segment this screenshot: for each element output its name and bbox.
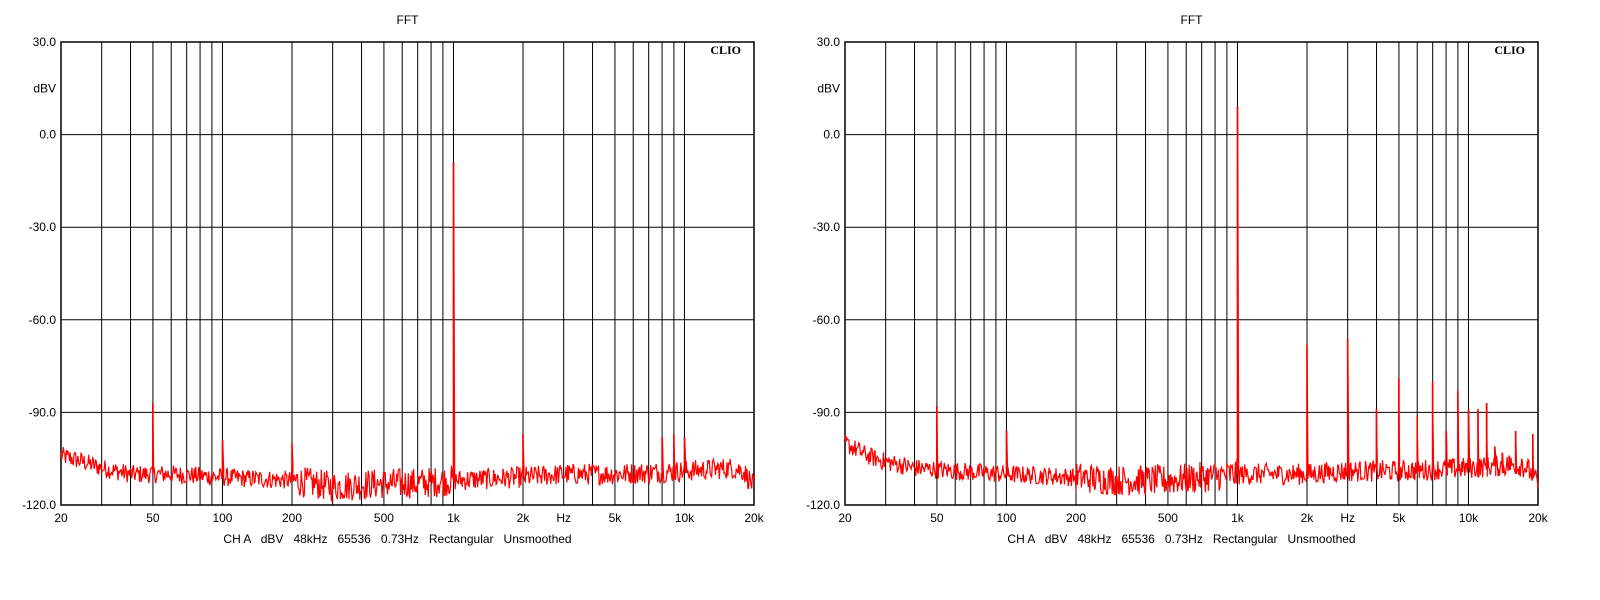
x-tick-label: 5k [609,511,623,525]
y-tick-label: 30.0 [817,35,841,49]
clio-logo: CLIO [1494,43,1525,57]
x-tick-label: 200 [282,511,302,525]
x-tick-label: 100 [212,511,232,525]
y-tick-label: -90.0 [813,405,841,419]
x-tick-label: 20 [838,511,852,525]
y-tick-label: -30.0 [29,220,57,234]
measurement-info: CH A dBV 48kHz 65536 0.73Hz Rectangular … [1007,532,1355,546]
fft-chart-1: FFTCLIO30.0dBV0.0-30.0-60.0-90.0-120.020… [22,13,765,546]
y-tick-label: -90.0 [29,405,57,419]
y-tick-label: -120.0 [806,498,840,512]
y-tick-label: -60.0 [813,313,841,327]
chart-title: FFT [1181,13,1204,27]
x-tick-label: 500 [1158,511,1178,525]
x-tick-label: 10k [675,511,695,525]
x-tick-label: 1k [1231,511,1245,525]
x-tick-label: 50 [146,511,160,525]
plot-frame [60,41,755,506]
measurement-info: CH A dBV 48kHz 65536 0.73Hz Rectangular … [223,532,571,546]
y-tick-label: -120.0 [22,498,56,512]
x-tick-label: 20k [744,511,764,525]
x-tick-label: 1k [447,511,461,525]
x-tick-label: 10k [1459,511,1479,525]
x-tick-label: 2k [1301,511,1315,525]
x-tick-label: Hz [556,511,571,525]
spectrum-line [844,106,1539,496]
clio-logo: CLIO [710,43,741,57]
y-tick-label: 0.0 [823,128,840,142]
x-tick-label: 5k [1393,511,1407,525]
y-tick-label: -30.0 [813,220,841,234]
spectrum-line [60,162,755,503]
y-tick-label: dBV [33,81,56,95]
x-tick-label: 2k [517,511,531,525]
x-tick-label: 20k [1528,511,1548,525]
x-tick-label: 100 [996,511,1016,525]
x-tick-label: 50 [930,511,944,525]
fft-chart-2: FFTCLIO30.0dBV0.0-30.0-60.0-90.0-120.020… [806,13,1549,546]
x-tick-label: 20 [54,511,68,525]
x-tick-label: Hz [1340,511,1355,525]
chart-title: FFT [397,13,420,27]
y-tick-label: 30.0 [33,35,57,49]
plot-frame [844,41,1539,506]
y-tick-label: -60.0 [29,313,57,327]
y-tick-label: dBV [817,81,840,95]
x-tick-label: 500 [374,511,394,525]
y-tick-label: 0.0 [39,128,56,142]
x-tick-label: 200 [1066,511,1086,525]
